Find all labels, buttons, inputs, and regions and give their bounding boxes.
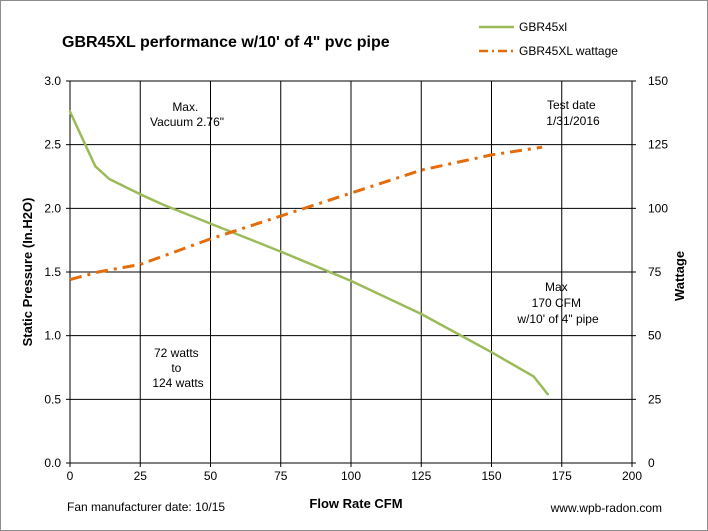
annotation-wattage-line-3: 124 watts	[152, 376, 203, 390]
annotation-wattage-line-2: to	[171, 361, 181, 375]
chart-title: GBR45XL performance w/10' of 4" pvc pipe	[62, 34, 390, 51]
y2-tick-label: 0	[648, 456, 655, 470]
x-tick-label: 100	[341, 469, 361, 483]
annotation-test-date: Test date 1/31/2016	[546, 98, 600, 128]
annotation-test-date-line-2: 1/31/2016	[546, 114, 600, 128]
footer-manufacturer-date: Fan manufacturer date: 10/15	[67, 500, 225, 514]
annotation-max-vacuum-line-2: Vacuum 2.76"	[150, 115, 224, 129]
x-tick-label: 0	[67, 469, 74, 483]
footer-website: www.wpb-radon.com	[550, 501, 662, 515]
y-tick-label: 1.0	[44, 329, 61, 343]
annotation-wattage-line-1: 72 watts	[154, 346, 199, 360]
x-tick-label: 125	[411, 469, 431, 483]
y2-axis-title: Wattage	[672, 251, 687, 301]
y-tick-label: 0.5	[44, 392, 61, 406]
y-tick-label: 2.0	[44, 201, 61, 215]
annotation-max-vacuum: Max. Vacuum 2.76"	[150, 100, 224, 129]
annotation-max-cfm-line-3: w/10' of 4" pipe	[516, 312, 599, 326]
legend-label-pressure: GBR45xl	[519, 20, 567, 34]
x-axis-title: Flow Rate CFM	[309, 496, 402, 511]
legend: GBR45xl GBR45XL wattage	[479, 20, 618, 58]
y2-tick-label: 100	[648, 201, 668, 215]
x-tick-label: 25	[134, 469, 148, 483]
series-lines	[68, 110, 549, 396]
y2-tick-labels: 0 25 50 75 100 125 150	[632, 74, 668, 470]
y2-tick-label: 125	[648, 138, 668, 152]
y-tick-label: 0.0	[44, 456, 61, 470]
x-tick-label: 50	[204, 469, 218, 483]
x-tick-label: 75	[274, 469, 288, 483]
y-tick-label: 3.0	[44, 74, 61, 88]
series-line-pressure	[68, 110, 549, 396]
x-tick-label: 175	[552, 469, 572, 483]
series-line-wattage	[69, 145, 543, 282]
y-tick-labels: 0.0 0.5 1.0 1.5 2.0 2.5 3.0	[44, 74, 70, 470]
y2-tick-label: 25	[648, 392, 662, 406]
annotation-test-date-line-1: Test date	[547, 98, 596, 112]
grid-lines	[70, 81, 632, 463]
x-tick-label: 150	[481, 469, 501, 483]
annotation-max-cfm-line-1: Max	[545, 280, 568, 294]
y2-tick-label: 150	[648, 74, 668, 88]
y-axis-title: Static Pressure (In.H2O)	[20, 198, 35, 347]
annotation-max-cfm-line-2: 170 CFM	[532, 296, 581, 310]
y2-tick-label: 75	[648, 265, 662, 279]
y-tick-label: 2.5	[44, 138, 61, 152]
y2-tick-label: 50	[648, 329, 662, 343]
legend-label-wattage: GBR45XL wattage	[519, 44, 618, 58]
x-tick-label: 200	[622, 469, 642, 483]
y-tick-label: 1.5	[44, 265, 61, 279]
annotation-wattage-range: 72 watts to 124 watts	[152, 346, 203, 390]
x-tick-labels: 0 25 50 75 100 125 150 175 200	[67, 463, 642, 483]
annotation-max-vacuum-line-1: Max.	[172, 100, 198, 114]
annotation-max-cfm: Max 170 CFM w/10' of 4" pipe	[516, 280, 599, 326]
